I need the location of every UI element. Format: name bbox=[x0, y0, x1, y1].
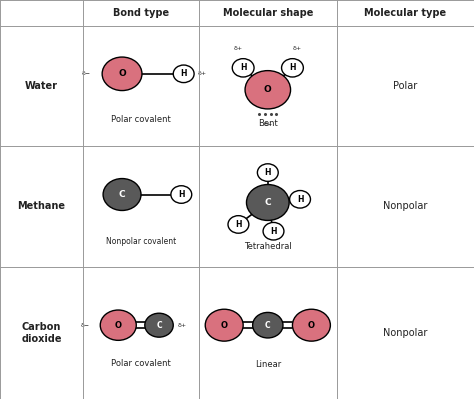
Text: Linear: Linear bbox=[255, 360, 281, 369]
Text: O: O bbox=[221, 321, 228, 330]
Text: O: O bbox=[308, 321, 315, 330]
Text: δ+: δ+ bbox=[292, 46, 302, 51]
Text: Carbon
dioxide: Carbon dioxide bbox=[21, 322, 62, 344]
Circle shape bbox=[173, 65, 194, 83]
Text: Molecular type: Molecular type bbox=[364, 8, 447, 18]
Text: Nonpolar: Nonpolar bbox=[383, 328, 428, 338]
Text: H: H bbox=[270, 227, 277, 236]
Text: O: O bbox=[264, 85, 272, 94]
Text: Tetrahedral: Tetrahedral bbox=[244, 242, 292, 251]
Circle shape bbox=[102, 57, 142, 91]
Text: δ+: δ+ bbox=[234, 46, 243, 51]
Circle shape bbox=[228, 215, 249, 233]
Text: Molecular shape: Molecular shape bbox=[223, 8, 313, 18]
Circle shape bbox=[246, 184, 289, 220]
Circle shape bbox=[171, 186, 191, 203]
Text: Nonpolar: Nonpolar bbox=[383, 201, 428, 211]
Circle shape bbox=[263, 223, 284, 240]
Text: Polar covalent: Polar covalent bbox=[111, 115, 171, 124]
Circle shape bbox=[290, 190, 310, 208]
Circle shape bbox=[232, 59, 254, 77]
Circle shape bbox=[245, 71, 291, 109]
Text: δ−: δ− bbox=[263, 122, 273, 128]
Circle shape bbox=[282, 59, 303, 77]
Text: H: H bbox=[240, 63, 246, 72]
Text: O: O bbox=[118, 69, 126, 78]
Text: O: O bbox=[115, 321, 122, 330]
Text: δ−: δ− bbox=[81, 323, 90, 328]
Text: C: C bbox=[264, 198, 271, 207]
Text: Bond type: Bond type bbox=[113, 8, 169, 18]
Text: H: H bbox=[297, 195, 303, 204]
Circle shape bbox=[253, 312, 283, 338]
Text: Nonpolar covalent: Nonpolar covalent bbox=[106, 237, 176, 246]
Circle shape bbox=[103, 178, 141, 211]
Text: C: C bbox=[156, 321, 162, 330]
Text: C: C bbox=[265, 321, 271, 330]
Text: δ+: δ+ bbox=[198, 71, 207, 76]
Text: H: H bbox=[178, 190, 184, 199]
Text: H: H bbox=[181, 69, 187, 78]
Text: H: H bbox=[264, 168, 271, 177]
Circle shape bbox=[205, 309, 243, 341]
Text: Polar covalent: Polar covalent bbox=[111, 359, 171, 367]
Circle shape bbox=[257, 164, 278, 181]
Text: Polar: Polar bbox=[393, 81, 418, 91]
Circle shape bbox=[100, 310, 137, 340]
Text: Water: Water bbox=[25, 81, 58, 91]
Text: δ+: δ+ bbox=[178, 323, 187, 328]
Circle shape bbox=[292, 309, 330, 341]
Text: H: H bbox=[235, 220, 242, 229]
Text: C: C bbox=[119, 190, 125, 199]
Circle shape bbox=[145, 313, 173, 337]
Text: Bent: Bent bbox=[258, 119, 278, 128]
Text: H: H bbox=[289, 63, 296, 72]
Text: Methane: Methane bbox=[18, 201, 65, 211]
Text: δ−: δ− bbox=[81, 71, 90, 76]
